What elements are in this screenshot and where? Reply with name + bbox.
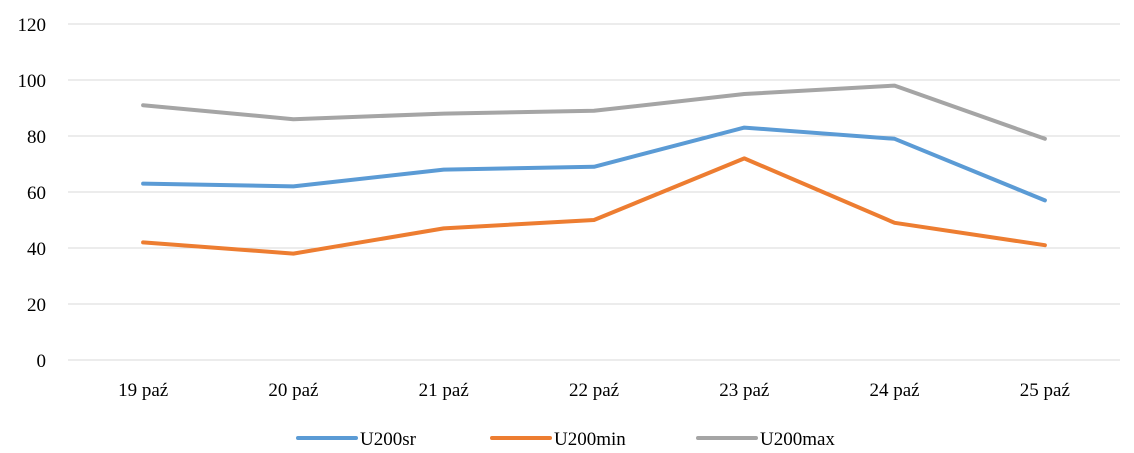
- x-tick-label: 20 paź: [268, 380, 318, 401]
- y-tick-label: 120: [18, 15, 47, 36]
- y-tick-label: 100: [18, 71, 47, 92]
- x-tick-label: 19 paź: [118, 380, 168, 401]
- y-axis-ticks: 0 20 40 60 80 100 120: [18, 15, 47, 372]
- legend-label-u200max: U200max: [760, 429, 835, 450]
- x-tick-label: 25 paź: [1020, 380, 1070, 401]
- y-tick-label: 60: [27, 183, 46, 204]
- y-tick-label: 0: [37, 351, 47, 372]
- legend-label-u200min: U200min: [554, 429, 626, 450]
- legend-label-u200sr: U200sr: [360, 429, 417, 450]
- series-line-u200min: [141, 156, 1047, 256]
- x-tick-label: 22 paź: [569, 380, 619, 401]
- x-tick-label: 23 paź: [719, 380, 769, 401]
- y-tick-label: 20: [27, 295, 46, 316]
- series-line-u200max: [141, 83, 1047, 141]
- x-tick-label: 21 paź: [419, 380, 469, 401]
- series-line-u200sr: [141, 125, 1047, 203]
- gridlines: [68, 23, 1120, 361]
- y-tick-label: 80: [27, 127, 46, 148]
- series-lines: [141, 83, 1047, 256]
- y-tick-label: 40: [27, 239, 46, 260]
- x-axis-ticks: 19 paź 20 paź 21 paź 22 paź 23 paź 24 paź 25 p…: [118, 380, 1070, 401]
- x-tick-label: 24 paź: [870, 380, 920, 401]
- legend: U200sr U200min U200max: [296, 429, 835, 450]
